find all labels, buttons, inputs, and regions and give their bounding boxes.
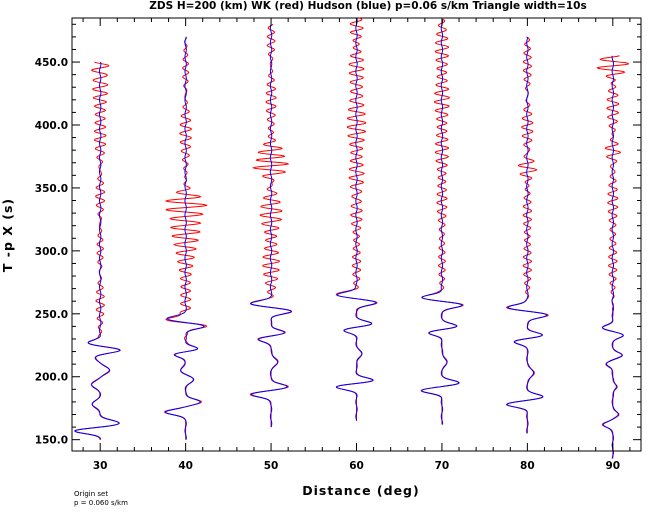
chart-title: ZDS H=200 (km) WK (red) Hudson (blue) p=… (149, 0, 586, 12)
y-tick-label: 300.0 (35, 246, 68, 258)
x-tick-label: 70 (435, 460, 450, 472)
y-axis-label: T -p X (s) (0, 198, 15, 272)
hudson-trace-50 (249, 24, 293, 428)
x-tick-label: 30 (93, 460, 108, 472)
y-tick-label: 450.0 (35, 57, 68, 69)
y-tick-label: 350.0 (35, 183, 68, 195)
y-axis: 150.0 200.0 250.0 300.0 350.0 400.0 450.0 (35, 23, 641, 447)
trace-group (74, 17, 629, 459)
hudson-trace-60 (335, 17, 377, 421)
x-tick-label: 60 (349, 460, 364, 472)
y-tick-label: 150.0 (35, 435, 68, 447)
hudson-trace-90 (601, 55, 624, 459)
y-tick-label: 400.0 (35, 120, 68, 132)
hudson-trace-40 (164, 36, 205, 440)
x-axis-label: Distance (deg) (302, 483, 419, 498)
hudson-trace-80 (506, 36, 548, 434)
y-tick-label: 200.0 (35, 372, 68, 384)
footer-slowness-note: p = 0.060 s/km (74, 499, 128, 507)
wk-trace-30 (74, 61, 121, 440)
footer-origin-note: Origin set (74, 490, 109, 498)
hudson-trace-30 (74, 61, 121, 440)
y-tick-label: 250.0 (35, 309, 68, 321)
wk-trace-50 (249, 23, 293, 428)
x-tick-label: 90 (605, 460, 620, 472)
x-tick-label: 80 (520, 460, 535, 472)
x-axis: 30 40 50 60 70 80 90 (82, 18, 631, 472)
hudson-trace-70 (420, 19, 463, 425)
x-tick-label: 50 (264, 460, 279, 472)
x-tick-label: 40 (178, 460, 193, 472)
